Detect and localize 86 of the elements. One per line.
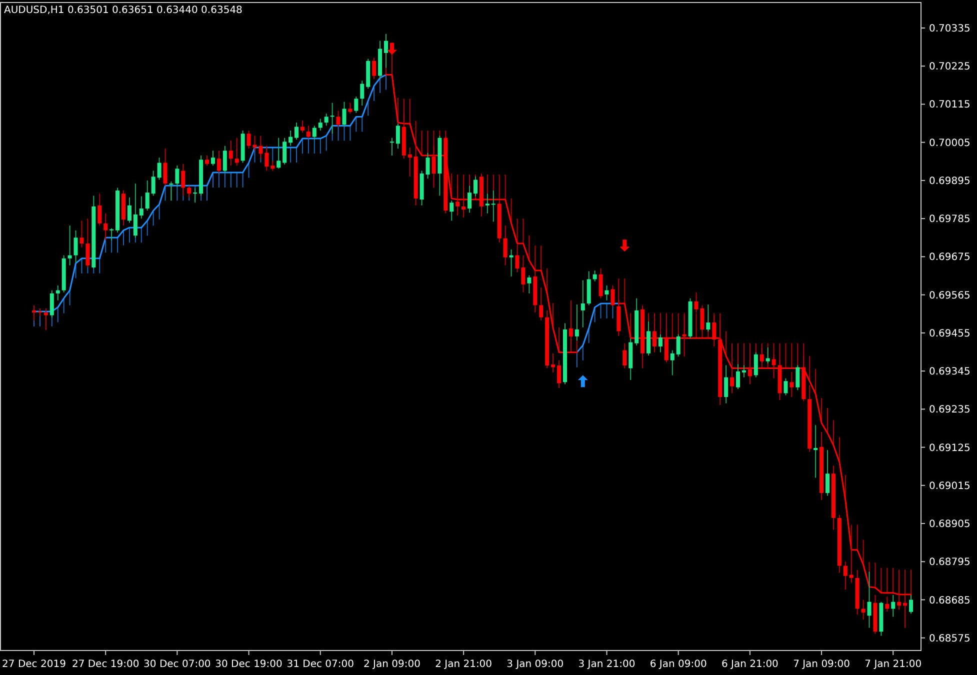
- candlestick: [68, 225, 72, 266]
- candlestick: [80, 220, 84, 248]
- y-tick-label: 0.70335: [929, 23, 970, 34]
- candlestick: [861, 599, 866, 620]
- candlestick: [557, 360, 562, 389]
- point: [386, 42, 397, 55]
- x-tick-label: 27 Dec 2019: [2, 659, 66, 670]
- candlestick: [592, 270, 597, 282]
- candlestick: [682, 314, 686, 357]
- candlestick: [74, 230, 78, 264]
- candlestick: [56, 284, 60, 301]
- x-tick-label: 2 Jan 09:00: [363, 659, 420, 670]
- candlestick: [139, 196, 144, 220]
- candlestick: [784, 378, 788, 396]
- candlestick: [228, 140, 233, 166]
- x-tick-label: 27 Dec 19:00: [72, 659, 140, 670]
- candlestick: [843, 561, 848, 590]
- candlestick: [891, 594, 896, 618]
- candlestick: [826, 450, 830, 496]
- candlestick: [396, 123, 400, 150]
- y-tick-label: 0.68685: [929, 595, 970, 606]
- x-tick-label: 30 Dec 19:00: [215, 659, 282, 670]
- x-tick-label: 7 Jan 09:00: [793, 659, 850, 670]
- candlestick: [300, 120, 304, 134]
- candlestick: [157, 157, 162, 180]
- candlestick: [604, 284, 609, 301]
- y-tick-label: 0.70225: [929, 62, 970, 73]
- candlestick: [503, 225, 508, 266]
- candlestick: [622, 342, 627, 369]
- candlestick: [98, 193, 102, 226]
- candlestick: [360, 80, 364, 106]
- candlestick: [246, 130, 251, 150]
- candlestick: [324, 113, 328, 126]
- x-tick-label: 6 Jan 21:00: [721, 659, 778, 670]
- point: [578, 375, 588, 388]
- y-tick-label: 0.69455: [929, 328, 970, 340]
- point: [620, 240, 630, 252]
- candlestick: [372, 57, 376, 80]
- candlestick: [598, 268, 603, 299]
- candlestick: [790, 372, 794, 398]
- x-tick-label: 2 Jan 21:00: [435, 659, 492, 670]
- x-tick-label: 30 Dec 07:00: [144, 659, 211, 670]
- chart-title: AUDUSD,H1 0.63501 0.63651 0.63440 0.63548: [4, 5, 242, 16]
- y-tick-label: 0.70115: [929, 100, 970, 111]
- y-tick-label: 0.69675: [929, 252, 970, 264]
- candlestick: [724, 364, 728, 404]
- candlestick: [145, 180, 150, 212]
- y-tick-label: 0.69125: [929, 442, 970, 454]
- candlestick: [551, 352, 556, 373]
- y-tick-label: 0.69235: [929, 404, 970, 416]
- candlestick: [318, 118, 322, 132]
- candlestick: [294, 122, 299, 140]
- candlestick: [282, 137, 287, 166]
- x-tick-label: 3 Jan 09:00: [506, 659, 564, 670]
- candlestick: [288, 130, 293, 146]
- y-tick-label: 0.69015: [929, 480, 970, 492]
- y-tick-label: 0.69565: [929, 290, 970, 302]
- candlestick: [450, 200, 454, 222]
- candlestick: [354, 96, 358, 114]
- candlestick: [193, 188, 198, 204]
- x-tick-label: 7 Jan 21:00: [864, 659, 922, 670]
- x-tick-label: 6 Jan 09:00: [650, 659, 707, 670]
- y-tick-label: 0.69345: [929, 366, 970, 378]
- y-tick-label: 0.68575: [929, 633, 970, 644]
- candlestick: [580, 280, 585, 328]
- candlestick: [151, 170, 156, 196]
- candlestick: [509, 248, 514, 277]
- y-tick-label: 0.68795: [929, 557, 970, 568]
- candlestick: [670, 350, 674, 376]
- candlestick: [814, 424, 818, 478]
- x-tick-label: 31 Dec 07:00: [286, 659, 354, 670]
- x-tick-label: 3 Jan 21:00: [578, 659, 636, 670]
- candlestick: [527, 274, 532, 294]
- candlestick: [234, 137, 239, 166]
- candlestick: [885, 596, 890, 612]
- y-tick-label: 0.69785: [929, 214, 970, 226]
- candlestick: [210, 150, 215, 166]
- candlestick: [205, 155, 210, 166]
- y-tick-label: 0.68905: [929, 519, 970, 530]
- candlestick: [348, 102, 352, 114]
- candlestick: [539, 287, 544, 321]
- candlestick: [408, 147, 412, 178]
- candlestick: [390, 137, 394, 156]
- y-tick-label: 0.70005: [929, 138, 970, 149]
- y-tick-label: 0.69895: [929, 176, 970, 187]
- candlestick: [127, 196, 132, 224]
